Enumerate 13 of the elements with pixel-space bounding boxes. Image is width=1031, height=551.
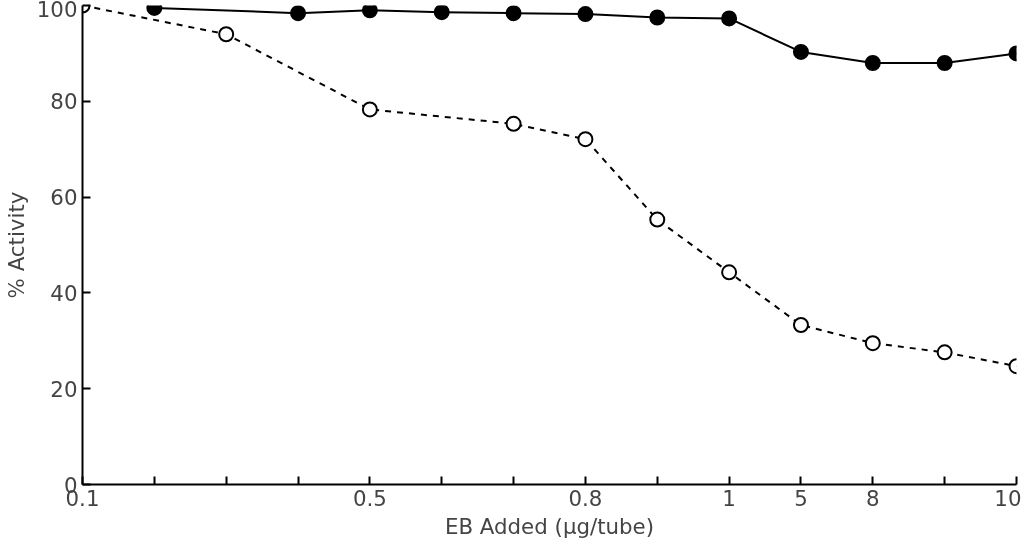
x-tick-label: 1 [722, 485, 736, 511]
y-tick-label: 80 [50, 89, 78, 115]
y-tick-label: 100 [36, 0, 78, 22]
x-tick-label: 8 [866, 485, 880, 511]
x-axis-title: EB Added (μg/tube) [444, 513, 655, 539]
y-tick-label: 20 [50, 376, 78, 402]
x-tick-label: 0.5 [352, 485, 387, 511]
x-tick-label: 5 [794, 485, 808, 511]
x-tick-label: 0.8 [568, 485, 603, 511]
y-tick-label: 40 [50, 280, 78, 306]
y-tick-label: 60 [50, 185, 78, 211]
y-axis-title: % Activity [3, 191, 29, 299]
x-tick-label: 10 [994, 485, 1022, 511]
